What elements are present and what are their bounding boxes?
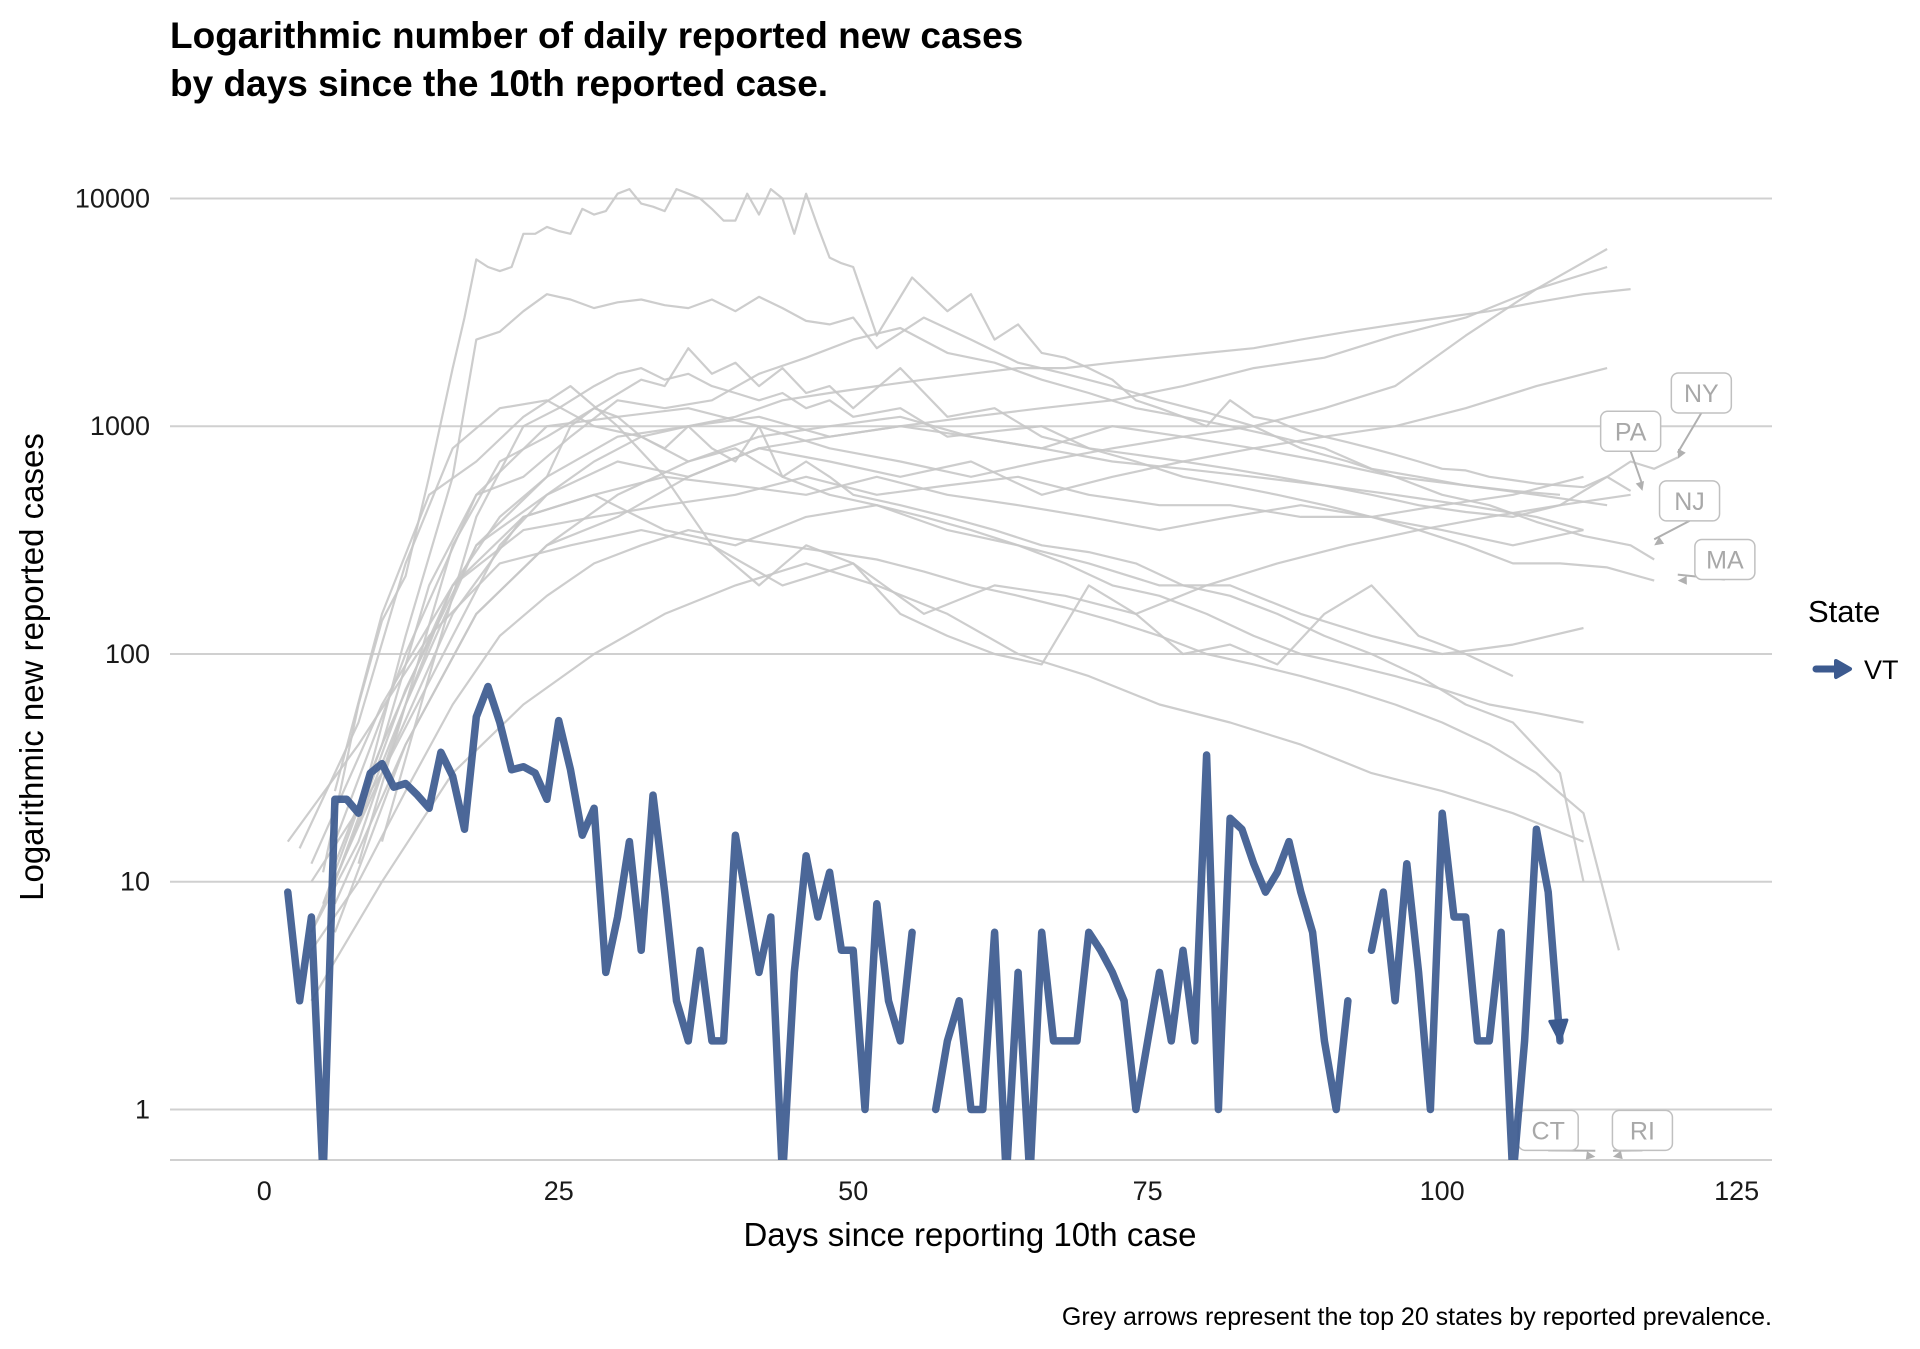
context-line-md xyxy=(335,417,1584,904)
context-lines xyxy=(288,189,1678,1001)
state-tag-nj: NJ xyxy=(1654,481,1719,545)
state-tag-arrowhead-icon xyxy=(1678,449,1686,459)
chart-caption: Grey arrows represent the top 20 states … xyxy=(1062,1303,1772,1331)
x-tick-label-50: 50 xyxy=(838,1176,868,1206)
highlight-series xyxy=(288,687,1567,1179)
y-axis-label: Logarithmic new reported cases xyxy=(13,433,50,901)
state-tag-label-ma: MA xyxy=(1706,546,1744,574)
state-tag-arrowhead-icon xyxy=(1678,576,1687,585)
state-tag-ct: CT xyxy=(1518,1110,1595,1160)
legend-swatch-arrow-icon xyxy=(1836,661,1850,677)
state-tag-arrowhead-icon xyxy=(1636,481,1644,491)
legend: State VT xyxy=(1808,594,1899,685)
state-tag-ma: MA xyxy=(1678,539,1755,584)
chart-title-line-1: Logarithmic number of daily reported new… xyxy=(170,15,1023,56)
x-axis-label: Days since reporting 10th case xyxy=(743,1216,1196,1253)
x-tick-label-125: 125 xyxy=(1714,1176,1759,1206)
y-tick-label-1000: 1000 xyxy=(90,411,150,441)
state-tag-arrowhead-icon xyxy=(1586,1151,1596,1160)
state-tag-label-ct: CT xyxy=(1532,1117,1565,1145)
y-tick-label-1: 1 xyxy=(135,1094,150,1124)
x-tick-label-75: 75 xyxy=(1133,1176,1163,1206)
y-tick-label-100: 100 xyxy=(105,639,150,669)
state-tag-label-pa: PA xyxy=(1615,418,1647,446)
context-line-co xyxy=(311,495,1583,864)
legend-title: State xyxy=(1808,594,1880,629)
state-tag-label-ri: RI xyxy=(1630,1117,1655,1145)
context-line-va xyxy=(335,426,1607,932)
chart-title-line-2: by days since the 10th reported case. xyxy=(170,63,828,104)
state-tag-arrow-line-nj xyxy=(1654,521,1689,539)
context-line-oh xyxy=(323,477,1583,904)
state-tag-ri: RI xyxy=(1612,1110,1672,1159)
context-line-il xyxy=(335,328,1560,864)
y-tick-label-10000: 10000 xyxy=(75,183,150,213)
state-tag-label-ny: NY xyxy=(1684,380,1719,408)
context-line-tx xyxy=(335,267,1607,882)
context-line-ga xyxy=(335,368,1607,882)
x-tick-label-100: 100 xyxy=(1420,1176,1465,1206)
series-end-arrow-icon xyxy=(1550,1020,1567,1041)
state-tag-arrow-line-pa xyxy=(1631,451,1643,485)
state-tag-arrow-line-ny xyxy=(1678,413,1702,453)
context-line-ct xyxy=(311,408,1583,932)
y-tick-label-10: 10 xyxy=(120,867,150,897)
state-tag-arrowhead-icon xyxy=(1613,1151,1623,1159)
series-line-vt-segment-1 xyxy=(288,687,912,1179)
state-tag-label-nj: NJ xyxy=(1674,488,1705,516)
context-line-de xyxy=(311,563,1583,1000)
legend-label-vt: VT xyxy=(1864,655,1899,685)
state-tag-ny: NY xyxy=(1671,373,1731,459)
context-line-wa xyxy=(288,495,1631,842)
context-line-fl xyxy=(335,249,1607,842)
series-line-vt-segment-2 xyxy=(936,755,1348,1178)
x-tick-label-25: 25 xyxy=(544,1176,574,1206)
x-tick-label-0: 0 xyxy=(257,1176,272,1206)
